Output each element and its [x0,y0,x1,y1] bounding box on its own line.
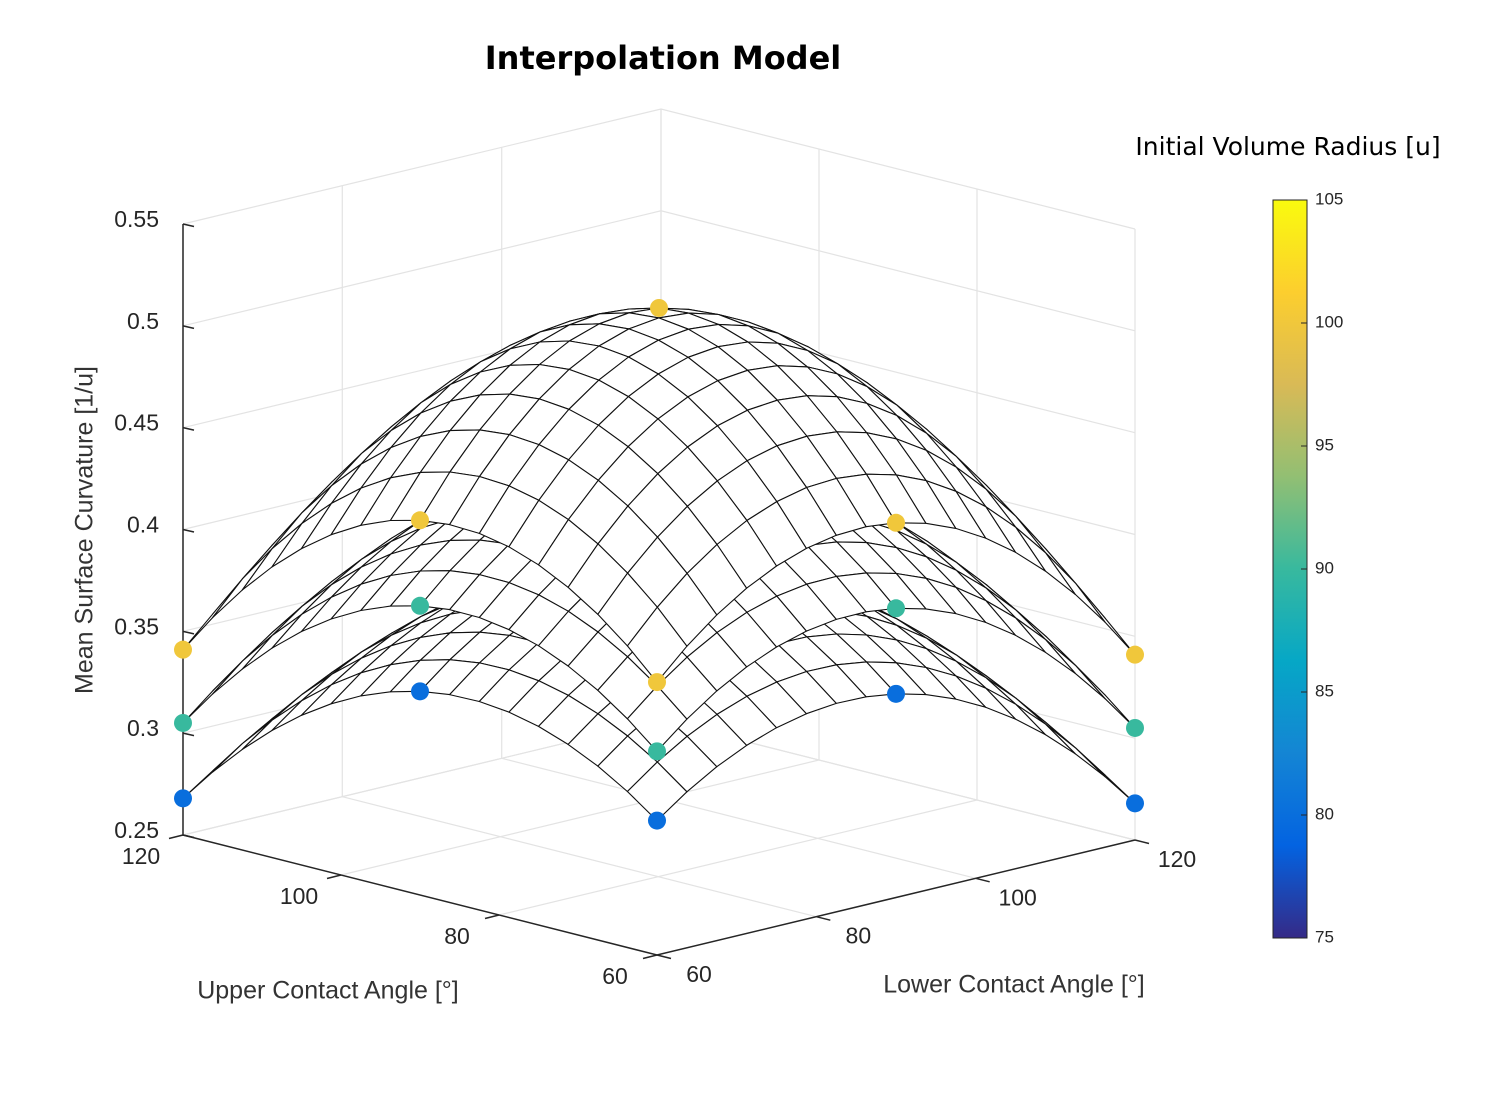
y-tick [816,915,831,921]
z-tick [182,630,195,635]
surface-cell [626,761,688,822]
data-point [887,513,905,532]
data-point [174,640,192,659]
y-tick-label: 80 [846,923,872,949]
surface-cell [626,606,688,683]
z-axis-label: Mean Surface Curvature [1/u] [71,366,99,694]
z-tick [182,834,195,839]
data-point [411,511,429,530]
y-axis-label: Lower Contact Angle [°] [883,971,1145,999]
data-point [650,298,668,317]
data-point [411,596,429,615]
data-point [174,789,192,808]
x-tick-label: 60 [602,963,628,989]
y-tick [656,954,672,960]
y-tick-label: 100 [998,884,1036,910]
x-tick [168,834,184,840]
colorbar-title: Initial Volume Radius [u] [1135,132,1440,161]
data-point [887,684,905,703]
colorbar-tick-label: 105 [1315,189,1343,208]
z-tick-label: 0.55 [114,206,159,232]
z-tick-label: 0.45 [114,410,159,436]
x-tick-label: 120 [122,843,160,869]
z-tick [182,325,195,330]
grid-line [182,210,1136,332]
x-tick-label: 80 [444,923,470,949]
y-tick [975,877,990,883]
data-point [411,682,429,701]
data-point [1126,794,1144,813]
grid-line [182,108,1136,230]
z-tick-label: 0.5 [127,308,159,334]
colorbar-tick-label: 75 [1315,927,1334,946]
y-tick-label: 60 [686,961,712,987]
z-tick [182,528,195,533]
z-tick-label: 0.3 [127,715,159,741]
colorbar-tick-label: 90 [1315,558,1334,577]
data-point [174,713,192,732]
z-tick [182,732,195,737]
data-point [1126,718,1144,737]
data-point [648,811,666,830]
colorbar-tick-label: 85 [1315,681,1334,700]
y-tick-label: 120 [1158,846,1196,872]
x-axis-label: Upper Contact Angle [°] [197,977,459,1005]
x-tick [326,874,342,880]
x-tick [642,954,658,960]
data-point [648,673,666,692]
z-tick-label: 0.4 [127,512,159,538]
z-tick [182,223,195,228]
x-tick [484,914,500,920]
y-tick [1134,839,1150,845]
x-tick-label: 100 [280,883,318,909]
data-point [1126,645,1144,664]
z-tick-label: 0.25 [114,817,159,843]
data-point [887,599,905,618]
z-tick [182,426,195,431]
colorbar-tick-label: 80 [1315,804,1334,823]
colorbar-tick-label: 95 [1315,435,1334,454]
data-point [648,742,666,761]
colorbar-tick-label: 100 [1315,312,1343,331]
chart-title: Interpolation Model [485,39,842,77]
z-tick-label: 0.35 [114,613,159,639]
